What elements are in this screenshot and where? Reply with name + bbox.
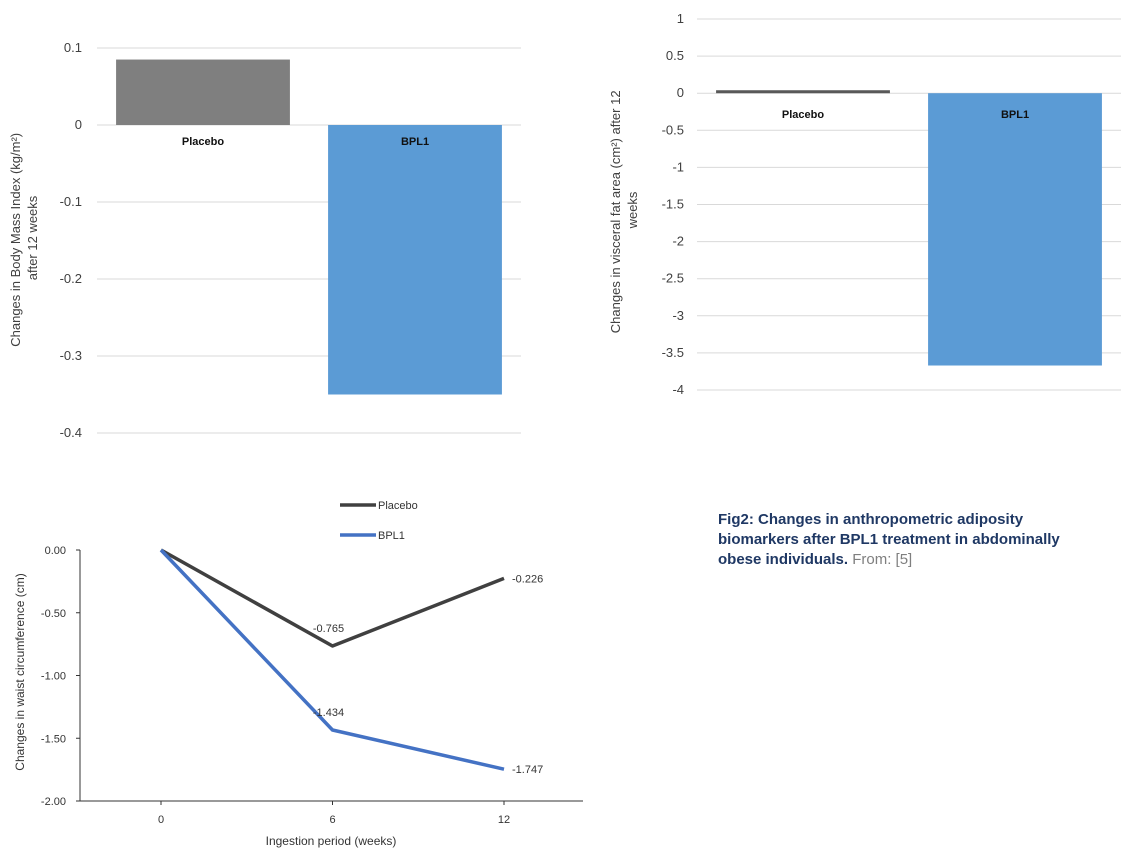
visceral-y-axis-label: Changes in visceral fat area (cm²) after… — [608, 87, 640, 333]
visceral-category-labels: Placebo BPL1 — [782, 109, 1029, 121]
c1-y-tick-label: -0.4 — [60, 425, 82, 440]
c2-y-tick-label: -1 — [672, 159, 684, 174]
c2-bar-bpl1 — [928, 93, 1102, 366]
waist-x-axis-label: Ingestion period (weeks) — [266, 834, 397, 848]
c2-y-tick-label: -3.5 — [662, 345, 684, 360]
waist-x-tick-label: 6 — [329, 814, 335, 826]
figure-caption-title: Fig2: Changes in anthropometric adiposit… — [718, 511, 1060, 568]
bmi-y-tick-labels: 0.1 0 -0.1 -0.2 -0.3 -0.4 — [60, 40, 82, 440]
visceral-bars — [716, 90, 1102, 366]
c2-y-tick-label: -3 — [672, 308, 684, 323]
waist-data-label-bpl1: -1.434 — [313, 707, 344, 719]
c2-y-tick-label: 0 — [677, 85, 684, 100]
c2-y-tick-label: -0.5 — [662, 122, 684, 137]
bmi-category-labels: Placebo BPL1 — [182, 136, 429, 148]
bmi-bars — [116, 59, 502, 395]
c1-y-tick-label: -0.3 — [60, 348, 82, 363]
waist-x-tick-labels: 0 6 12 — [158, 814, 510, 826]
waist-x-tick-label: 12 — [498, 814, 510, 826]
waist-legend-label-bpl1: BPL1 — [378, 530, 405, 542]
c2-y-tick-label: 0.5 — [666, 48, 684, 63]
waist-x-tick-label: 0 — [158, 814, 164, 826]
c1-y-tick-label: -0.1 — [60, 194, 82, 209]
visceral-y-tick-labels: 1 0.5 0 -0.5 -1 -1.5 -2 -2.5 -3 -3.5 -4 — [662, 11, 684, 397]
waist-series-lines — [159, 548, 505, 771]
c1-category-label: BPL1 — [401, 136, 429, 148]
c2-category-label: BPL1 — [1001, 109, 1029, 121]
c2-y-tick-label: -1.5 — [662, 197, 684, 212]
waist-legend-label-placebo: Placebo — [378, 500, 418, 512]
bmi-y-axis-label-line1: Changes in Body Mass Index (kg/m²) — [8, 133, 23, 347]
figure-caption-source: From: [5] — [848, 551, 913, 568]
waist-data-label-placebo: -0.226 — [512, 573, 543, 585]
c1-y-tick-label: -0.2 — [60, 271, 82, 286]
waist-y-axis-label: Changes in waist circumference (cm) — [13, 573, 27, 770]
c1-bar-placebo — [116, 59, 290, 125]
waist-y-tick-label: -1.00 — [41, 671, 66, 683]
c1-bar-bpl1 — [328, 125, 502, 395]
c1-y-tick-label: 0 — [75, 117, 82, 132]
c2-y-tick-label: -2.5 — [662, 271, 684, 286]
c2-bar-placebo — [716, 90, 890, 94]
c2-y-tick-label: -2 — [672, 234, 684, 249]
waist-data-labels: -0.765 -0.226 -1.434 -1.747 — [313, 573, 543, 776]
waist-y-tick-labels: 0.00 -0.50 -1.00 -1.50 -2.00 — [41, 545, 66, 808]
c2-category-label: Placebo — [782, 109, 824, 121]
waist-line-bpl1 — [159, 548, 505, 771]
waist-line-placebo — [160, 548, 505, 648]
waist-data-label-bpl1: -1.747 — [512, 764, 543, 776]
waist-legend: Placebo BPL1 — [340, 500, 418, 542]
bmi-y-axis-label-line2: after 12 weeks — [25, 195, 40, 280]
visceral-y-axis-label-line2: weeks — [625, 191, 640, 229]
waist-axes — [76, 549, 583, 805]
waist-y-tick-label: -2.00 — [41, 796, 66, 808]
bmi-y-axis-label: Changes in Body Mass Index (kg/m²) after… — [8, 129, 40, 347]
c2-y-tick-label: -4 — [672, 382, 684, 397]
waist-y-tick-label: -1.50 — [41, 733, 66, 745]
visceral-y-axis-label-line1: Changes in visceral fat area (cm²) after… — [608, 90, 623, 333]
figure-caption: Fig2: Changes in anthropometric adiposit… — [718, 510, 1078, 570]
waist-y-tick-label: -0.50 — [41, 608, 66, 620]
c1-category-label: Placebo — [182, 136, 224, 148]
c1-y-tick-label: 0.1 — [64, 40, 82, 55]
c2-y-tick-label: 1 — [677, 11, 684, 26]
waist-data-label-placebo: -0.765 — [313, 623, 344, 635]
waist-y-tick-label: 0.00 — [45, 545, 66, 557]
